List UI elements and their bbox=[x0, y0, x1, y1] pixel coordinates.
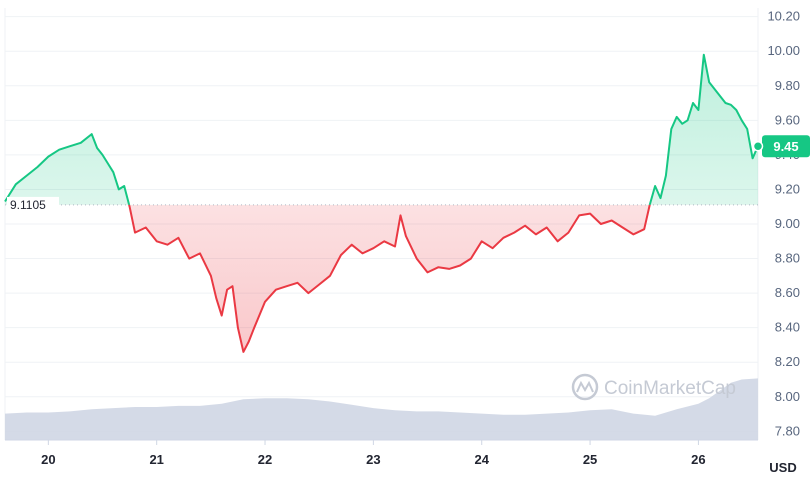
x-axis: 20 21 22 23 24 25 26 bbox=[5, 439, 758, 467]
x-tick-label: 20 bbox=[41, 452, 55, 467]
volume-area bbox=[5, 378, 758, 440]
watermark-text: CoinMarketCap bbox=[604, 378, 736, 399]
last-price-marker bbox=[752, 140, 764, 152]
baseline-label: 9.1105 bbox=[10, 198, 46, 212]
coinmarketcap-logo-icon bbox=[571, 373, 599, 401]
x-tick-label: 22 bbox=[258, 452, 272, 467]
current-price-badge: 9.45 bbox=[762, 135, 810, 158]
y-tick-label: 8.00 bbox=[775, 389, 800, 404]
y-tick-label: 8.60 bbox=[775, 285, 800, 300]
y-tick-label: 7.80 bbox=[775, 423, 800, 438]
price-line-up bbox=[4, 53, 759, 205]
price-line bbox=[4, 53, 759, 353]
price-area bbox=[5, 54, 758, 352]
x-tick-label: 25 bbox=[583, 452, 597, 467]
y-tick-label: 10.20 bbox=[767, 9, 800, 24]
price-area-up bbox=[5, 54, 758, 205]
x-tick-label: 21 bbox=[149, 452, 163, 467]
price-line-down bbox=[128, 204, 651, 353]
y-tick-label: 9.00 bbox=[775, 216, 800, 231]
y-tick-label: 8.80 bbox=[775, 251, 800, 266]
y-tick-label: 10.00 bbox=[767, 43, 800, 58]
current-price-badge-bg bbox=[762, 135, 810, 158]
y-tick-label: 9.20 bbox=[775, 181, 800, 196]
x-tick-label: 24 bbox=[474, 452, 489, 467]
y-tick-label: 9.60 bbox=[775, 112, 800, 127]
baseline-label-bg bbox=[7, 196, 59, 213]
y-tick-label: 9.80 bbox=[775, 78, 800, 93]
currency-label: USD bbox=[769, 460, 796, 475]
current-price-label: 9.45 bbox=[773, 139, 798, 154]
volume-layer bbox=[5, 378, 758, 440]
y-tick-label: 8.40 bbox=[775, 320, 800, 335]
y-tick-label: 8.20 bbox=[775, 354, 800, 369]
x-tick-label: 26 bbox=[691, 452, 705, 467]
y-axis: 10.2010.009.809.609.409.209.008.808.608.… bbox=[767, 9, 800, 439]
watermark: CoinMarketCap bbox=[571, 373, 736, 401]
x-tick-label: 23 bbox=[366, 452, 380, 467]
